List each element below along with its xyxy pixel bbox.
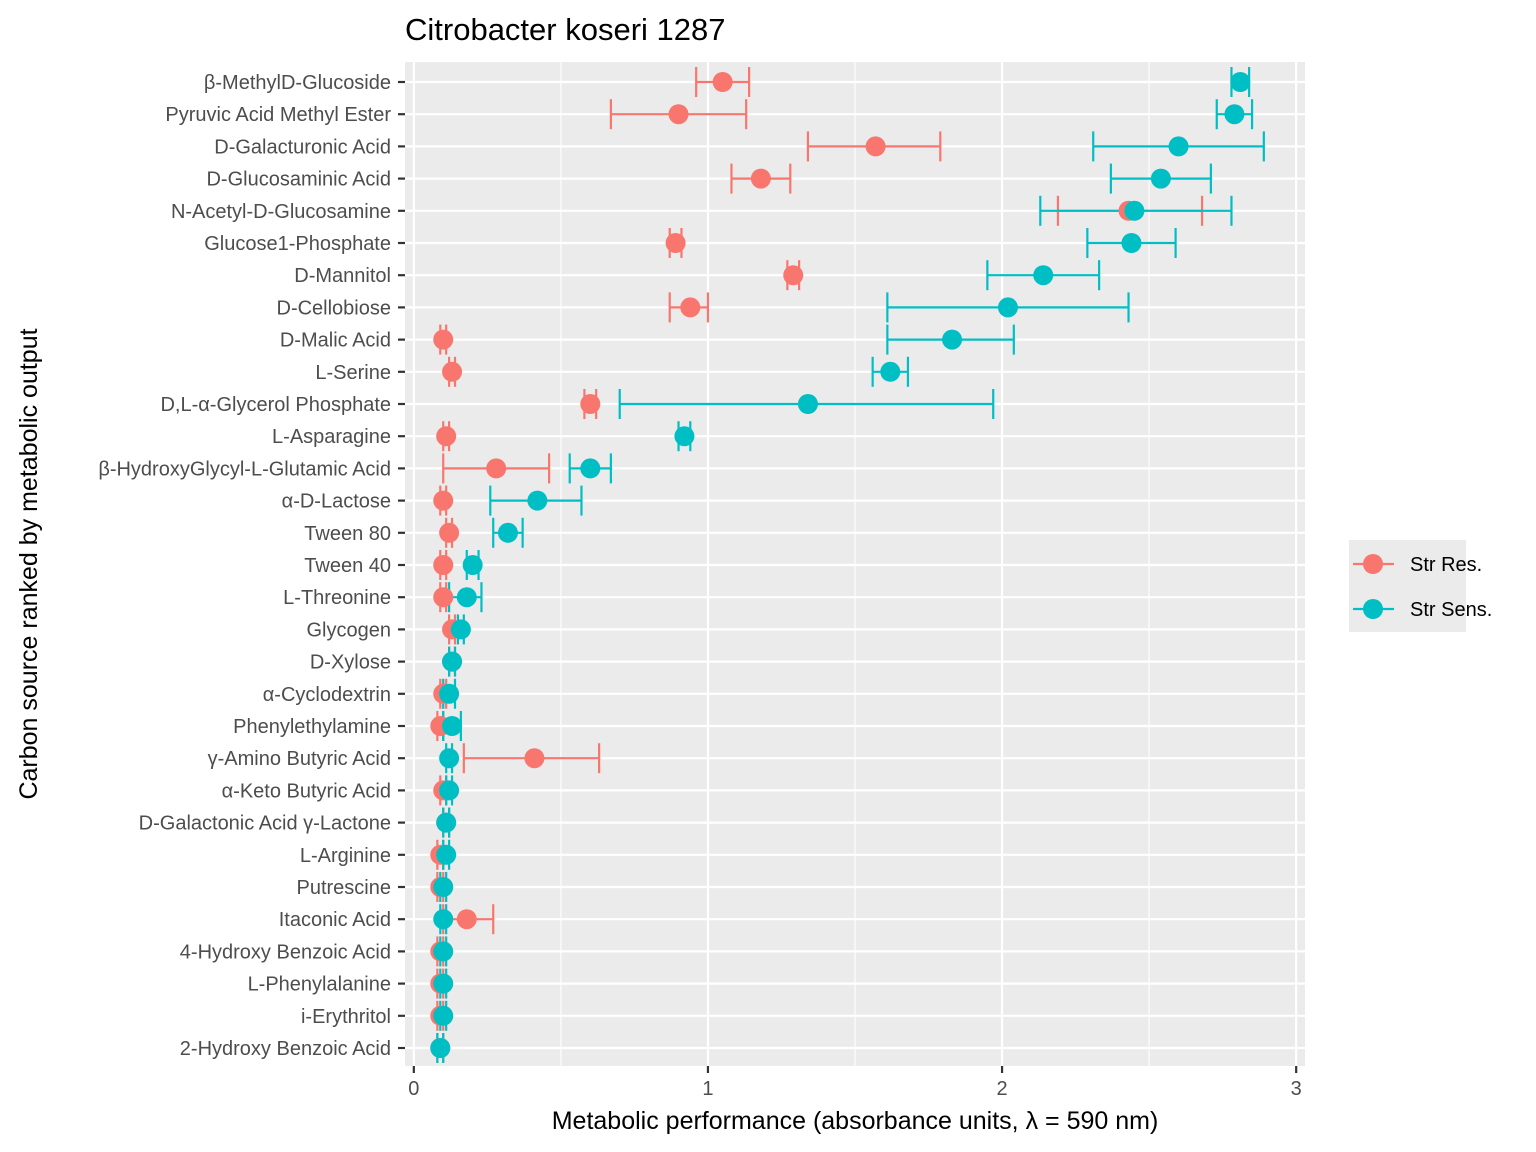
- x-tick-label: 2: [996, 1078, 1007, 1100]
- y-tick-label: Glycogen: [307, 619, 392, 641]
- legend-label: Str Sens.: [1410, 599, 1492, 621]
- data-point: [486, 458, 507, 479]
- y-tick-label: 2-Hydroxy Benzoic Acid: [180, 1038, 391, 1060]
- chart-title: Citrobacter koseri 1287: [405, 12, 726, 47]
- data-point: [433, 1005, 454, 1026]
- data-point: [865, 136, 886, 157]
- data-point: [1230, 72, 1251, 92]
- y-tick-label: Tween 40: [304, 555, 391, 577]
- data-point: [1224, 104, 1245, 125]
- data-point: [997, 297, 1018, 318]
- y-tick-label: D-Xylose: [310, 652, 391, 674]
- data-point: [433, 877, 454, 897]
- y-tick-label: D-Galacturonic Acid: [214, 136, 391, 158]
- data-point: [1124, 200, 1145, 221]
- data-point: [433, 941, 454, 962]
- data-point: [436, 426, 457, 447]
- x-axis: 0 1 2 3: [408, 1066, 1302, 1100]
- data-point: [527, 490, 548, 511]
- y-tick-label: D-Malic Acid: [280, 330, 391, 352]
- legend-key-point: [1363, 599, 1383, 619]
- data-point: [942, 329, 963, 350]
- legend-item-str-res: Str Res.: [1353, 554, 1482, 576]
- data-point: [665, 233, 686, 253]
- y-tick-label: L-Asparagine: [272, 426, 391, 448]
- data-point: [433, 490, 454, 511]
- legend: Str Res. Str Sens.: [1349, 540, 1492, 632]
- data-point: [433, 587, 454, 608]
- y-tick-label: L-Arginine: [300, 845, 391, 867]
- y-tick-label: L-Phenylalanine: [248, 974, 391, 996]
- legend-item-str-sens: Str Sens.: [1353, 599, 1492, 621]
- data-point: [497, 522, 518, 543]
- data-point: [433, 555, 454, 575]
- data-point: [880, 361, 901, 382]
- y-tick-label: α-Keto Butyric Acid: [222, 780, 391, 802]
- legend-key-point: [1363, 554, 1383, 574]
- y-axis-label: Carbon source ranked by metabolic output: [15, 328, 43, 799]
- y-tick-label: α-Cyclodextrin: [263, 684, 391, 706]
- data-point: [456, 587, 477, 608]
- y-tick-label: D-Galactonic Acid γ-Lactone: [139, 813, 391, 835]
- data-point: [456, 909, 477, 930]
- data-point: [674, 426, 695, 447]
- y-tick-label: γ-Amino Butyric Acid: [208, 748, 391, 770]
- points-str-sens: [430, 72, 1251, 1058]
- data-point: [524, 748, 545, 769]
- y-tick-label: Tween 80: [304, 523, 391, 545]
- data-point: [442, 651, 463, 672]
- data-point: [433, 909, 454, 930]
- data-point: [436, 844, 457, 865]
- data-point: [750, 168, 771, 189]
- data-point: [433, 329, 454, 350]
- y-tick-label: N-Acetyl-D-Glucosamine: [171, 201, 391, 223]
- x-tick-label: 1: [702, 1078, 713, 1100]
- x-axis-label: Metabolic performance (absorbance units,…: [552, 1107, 1159, 1135]
- data-point: [462, 555, 483, 575]
- data-point: [797, 394, 818, 414]
- y-tick-label: β-MethylD-Glucoside: [204, 72, 391, 94]
- point-layer: [430, 72, 1251, 1058]
- y-tick-label: Itaconic Acid: [279, 909, 391, 931]
- data-point: [439, 780, 460, 801]
- y-tick-label: D,L-α-Glycerol Phosphate: [160, 394, 391, 416]
- y-tick-label: β-HydroxyGlycyl-L-Glutamic Acid: [98, 458, 391, 480]
- y-axis: β-MethylD-Glucoside Pyruvic Acid Methyl E…: [98, 72, 405, 1060]
- data-point: [433, 973, 454, 994]
- data-point: [439, 683, 460, 704]
- y-tick-label: α-D-Lactose: [282, 491, 391, 513]
- data-point: [680, 297, 701, 318]
- legend-label: Str Res.: [1410, 554, 1482, 576]
- y-tick-label: L-Serine: [315, 362, 391, 384]
- data-point: [436, 812, 457, 833]
- y-tick-label: i-Erythritol: [301, 1006, 391, 1028]
- data-point: [580, 394, 601, 414]
- data-point: [783, 265, 804, 286]
- y-tick-label: L-Threonine: [283, 587, 391, 609]
- data-point: [442, 716, 463, 736]
- data-point: [712, 72, 733, 92]
- data-point: [442, 361, 463, 382]
- data-point: [430, 1038, 451, 1058]
- data-point: [450, 619, 471, 640]
- y-tick-label: 4-Hydroxy Benzoic Acid: [180, 941, 391, 963]
- y-tick-label: Pyruvic Acid Methyl Ester: [165, 104, 391, 126]
- data-point: [439, 522, 460, 543]
- y-tick-label: D-Mannitol: [294, 265, 391, 287]
- x-tick-label: 3: [1291, 1078, 1302, 1100]
- data-point: [1150, 168, 1171, 189]
- data-point: [1168, 136, 1189, 157]
- y-tick-label: Putrescine: [297, 877, 392, 899]
- data-point: [1033, 265, 1054, 286]
- y-tick-label: Phenylethylamine: [233, 716, 391, 738]
- data-point: [1121, 233, 1142, 253]
- y-tick-label: D-Glucosaminic Acid: [206, 169, 391, 191]
- data-point: [580, 458, 601, 479]
- y-tick-label: D-Cellobiose: [277, 297, 392, 319]
- y-tick-label: Glucose1-Phosphate: [204, 233, 391, 255]
- data-point: [439, 748, 460, 769]
- data-point: [668, 104, 689, 125]
- x-tick-label: 0: [408, 1078, 419, 1100]
